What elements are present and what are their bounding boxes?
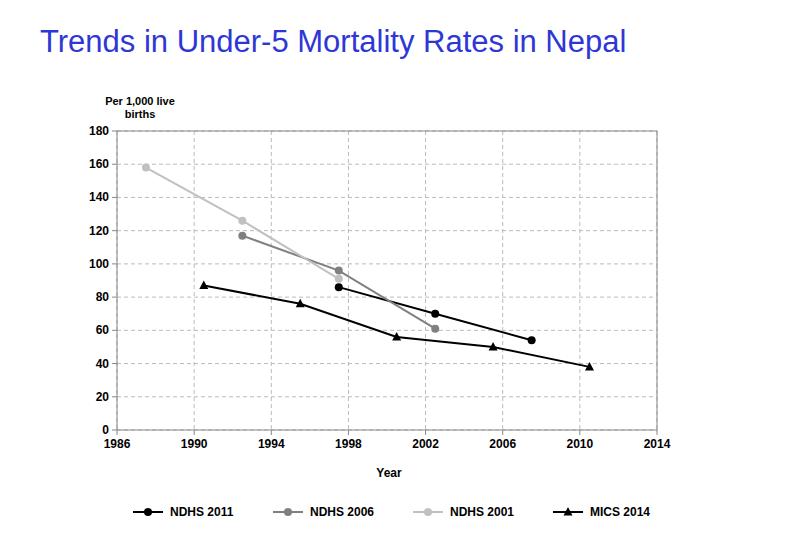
data-point	[238, 232, 246, 240]
y-tick	[112, 164, 117, 165]
x-tick	[657, 430, 658, 435]
series-line	[242, 236, 435, 329]
series	[142, 164, 343, 283]
x-grid-line	[271, 131, 272, 430]
x-tick-label: 2010	[567, 437, 594, 451]
x-grid-line	[502, 131, 503, 430]
y-tick	[112, 396, 117, 397]
series	[199, 280, 594, 370]
x-tick	[425, 430, 426, 435]
y-tick-label: 40	[96, 357, 110, 371]
data-point	[199, 280, 208, 289]
data-point	[431, 310, 439, 318]
x-tick	[194, 430, 195, 435]
chart: Trends in Under-5 Mortality Rates in Nep…	[0, 0, 800, 545]
x-grid-line	[425, 131, 426, 430]
plot-frame	[117, 131, 657, 430]
y-tick-label: 120	[89, 224, 109, 238]
y-axis-label: Per 1,000 livebirths	[105, 95, 175, 120]
legend-marker	[564, 507, 573, 516]
y-grid-line	[117, 396, 657, 397]
data-point	[335, 283, 343, 291]
x-tick-label: 1986	[104, 437, 131, 451]
y-tick-label: 160	[89, 157, 109, 171]
y-axis-label-line: births	[125, 108, 156, 120]
y-tick-label: 180	[89, 124, 109, 138]
data-point	[392, 332, 401, 341]
y-tick	[112, 363, 117, 364]
data-point	[489, 342, 498, 351]
x-axis-label: Year	[376, 466, 402, 480]
x-tick-label: 2006	[489, 437, 516, 451]
x-tick	[502, 430, 503, 435]
y-tick-label: 20	[96, 390, 110, 404]
y-grid-line	[117, 263, 657, 264]
y-tick	[112, 297, 117, 298]
x-grid-line	[194, 131, 195, 430]
x-tick-label: 2014	[644, 437, 671, 451]
x-tick	[348, 430, 349, 435]
x-grid-line	[579, 131, 580, 430]
y-tick	[112, 430, 117, 431]
x-tick-label: 1994	[258, 437, 285, 451]
legend-marker	[284, 508, 292, 516]
x-grid-line	[348, 131, 349, 430]
y-tick-label: 80	[96, 290, 110, 304]
title: Trends in Under-5 Mortality Rates in Nep…	[40, 24, 626, 59]
y-grid-line	[117, 330, 657, 331]
grid	[117, 131, 657, 430]
y-tick	[112, 230, 117, 231]
legend-marker	[424, 508, 432, 516]
legend: NDHS 2011 NDHS 2006 NDHS 2001 MICS 2014	[133, 505, 650, 519]
data-point	[585, 362, 594, 371]
legend-label: MICS 2014	[590, 505, 650, 519]
y-grid-line	[117, 297, 657, 298]
y-tick	[112, 330, 117, 331]
y-tick-label: 140	[89, 190, 109, 204]
x-tick-label: 2002	[412, 437, 439, 451]
x-tick	[117, 430, 118, 435]
y-grid-line	[117, 164, 657, 165]
legend-marker	[144, 508, 152, 516]
x-tick-label: 1998	[335, 437, 362, 451]
data-area	[142, 164, 594, 371]
legend-label: NDHS 2001	[450, 505, 514, 519]
data-point	[528, 336, 536, 344]
y-axis-label-line: Per 1,000 live	[105, 95, 175, 107]
y-tick-label: 60	[96, 323, 110, 337]
data-point	[431, 325, 439, 333]
series-line	[204, 285, 590, 366]
y-tick	[112, 263, 117, 264]
y-tick-label: 100	[89, 257, 109, 271]
data-point	[335, 275, 343, 283]
x-tick-label: 1990	[181, 437, 208, 451]
y-tick	[112, 131, 117, 132]
series	[335, 283, 536, 344]
y-tick-label: 0	[102, 423, 109, 437]
x-tick	[579, 430, 580, 435]
data-point	[238, 217, 246, 225]
data-point	[142, 164, 150, 172]
series-line	[339, 287, 532, 340]
series-line	[146, 168, 339, 279]
legend-label: NDHS 2011	[170, 505, 234, 519]
y-tick	[112, 197, 117, 198]
legend-label: NDHS 2006	[310, 505, 374, 519]
data-point	[335, 267, 343, 275]
x-tick	[271, 430, 272, 435]
data-point	[296, 299, 305, 308]
y-grid-line	[117, 230, 657, 231]
